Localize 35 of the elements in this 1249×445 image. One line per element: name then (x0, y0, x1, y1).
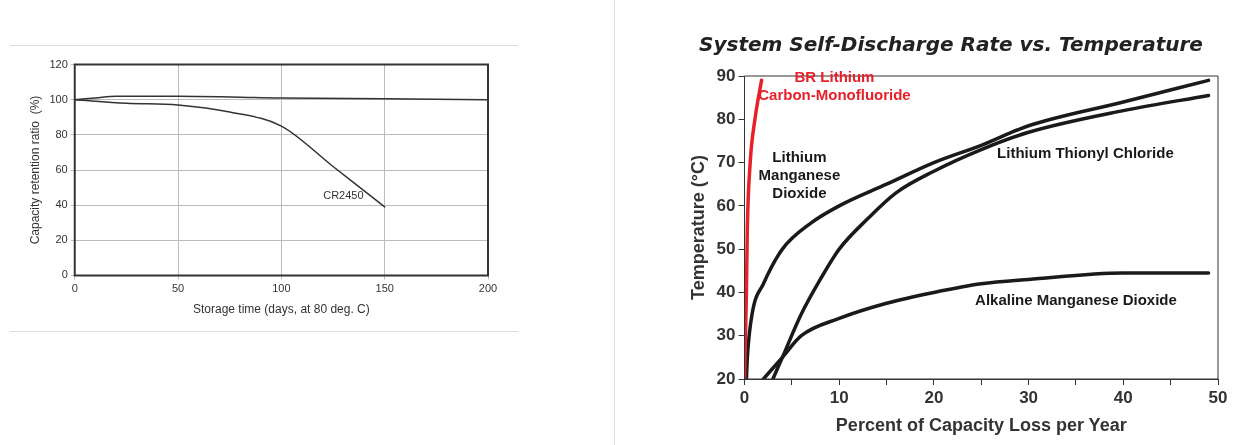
chart-title: System Self-Discharge Rate vs. Temperature (699, 32, 1203, 57)
x-tick-label: 20 (924, 387, 944, 407)
y-tick-label: 80 (55, 127, 68, 140)
x-tick-label: 30 (1019, 387, 1039, 407)
x-tick-label: 150 (375, 282, 394, 295)
y-tick-label: 0 (61, 268, 68, 281)
x-tick-label: 0 (71, 282, 78, 295)
y-axis-title: Capacity retention ratio (%) (27, 95, 42, 245)
series-label: Lithium Manganese Dioxide (758, 147, 841, 201)
y-tick-label: 70 (716, 152, 736, 172)
series-label: Lithium Thionyl Chloride (997, 144, 1174, 162)
x-tick-label: 50 (171, 282, 185, 295)
y-tick-label: 100 (49, 92, 68, 105)
x-axis-title: Storage time (days, at 80 deg. C) (192, 302, 370, 317)
x-tick-label: 10 (829, 387, 849, 407)
x-tick-label: 100 (272, 282, 291, 295)
series-label: BR Lithium Carbon-Monofluoride (758, 67, 911, 103)
y-tick-label: 60 (716, 195, 736, 215)
y-tick-label: 90 (716, 65, 736, 85)
x-tick-label: 40 (1113, 387, 1133, 407)
x-axis-title: Percent of Capacity Loss per Year (835, 415, 1127, 436)
x-tick-label: 200 (478, 282, 498, 295)
x-tick-label: 50 (1208, 387, 1228, 407)
series-label: CR2450 (323, 189, 364, 202)
y-tick-label: 30 (716, 325, 736, 345)
y-tick-label: 40 (55, 198, 68, 211)
series-label: Alkaline Manganese Dioxide (975, 291, 1177, 309)
y-tick-label: 120 (49, 57, 68, 70)
y-tick-label: 60 (55, 163, 68, 176)
y-tick-label: 20 (716, 368, 736, 388)
y-tick-label: 50 (716, 238, 736, 258)
y-tick-label: 80 (716, 108, 736, 128)
y-axis-title: Temperature (°C) (687, 155, 708, 300)
y-tick-label: 20 (55, 233, 68, 246)
x-tick-label: 0 (739, 387, 750, 407)
